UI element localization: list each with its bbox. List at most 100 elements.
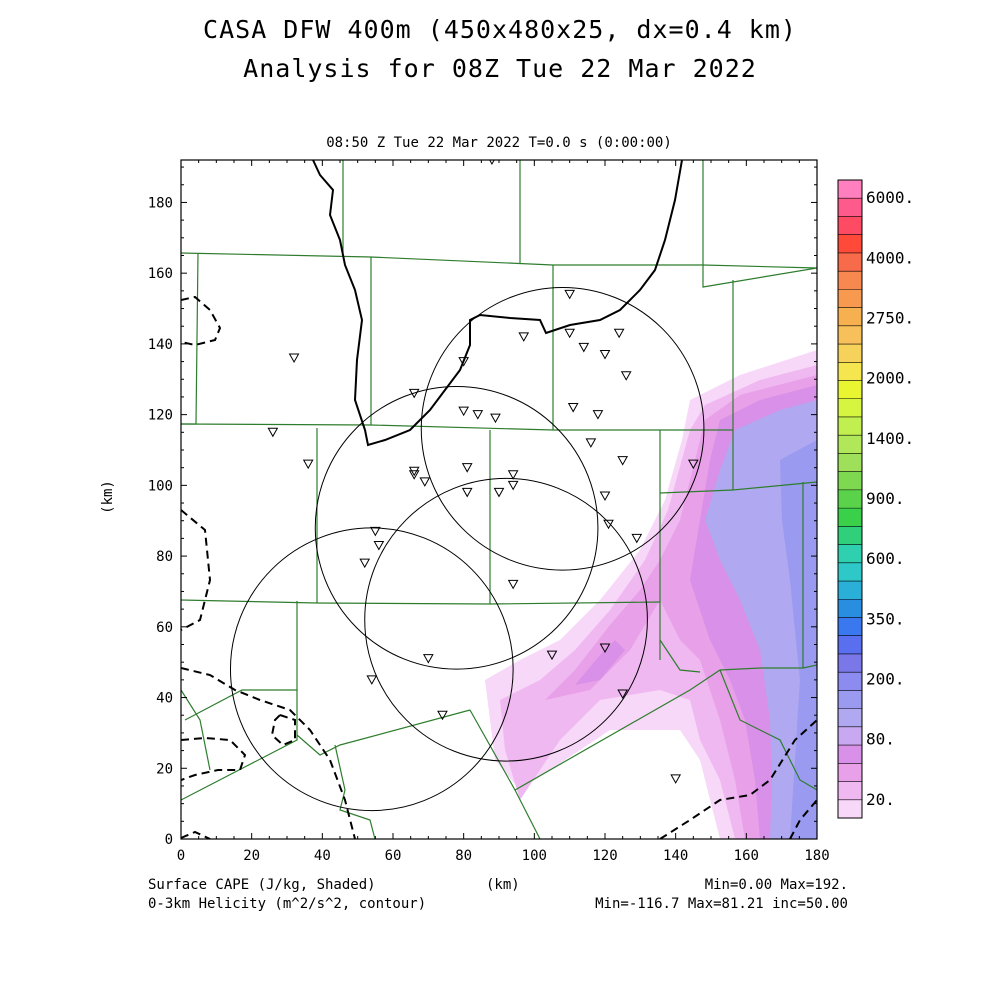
x-tick-label: 60 [385, 848, 402, 864]
colorbar-swatch [838, 799, 862, 819]
station-marker [422, 654, 434, 664]
contour-field-label: 0-3km Helicity (m^2/s^2, contour) [148, 896, 427, 912]
colorbar-swatch [838, 216, 862, 236]
station-marker [493, 487, 505, 498]
colorbar-swatch [838, 672, 862, 691]
colorbar-label: 900. [866, 489, 905, 508]
contour-field-stats: Min=-116.7 Max=81.21 inc=50.00 [595, 896, 848, 912]
colorbar-swatch [838, 508, 862, 527]
x-tick-label: 40 [314, 848, 331, 864]
colorbar-swatch [838, 690, 862, 710]
y-tick-label: 140 [148, 337, 173, 353]
station-marker [507, 470, 519, 480]
colorbar-swatch [838, 763, 862, 783]
colorbar-swatch [838, 198, 862, 217]
x-tick-label: 0 [177, 848, 185, 864]
station-marker [408, 388, 420, 399]
station-marker [564, 289, 576, 300]
station-marker [585, 438, 597, 448]
radar-ring-4 [229, 527, 514, 812]
station-marker [670, 774, 682, 784]
cape-region-blue [780, 440, 817, 839]
colorbar-label: 350. [866, 609, 905, 628]
station-marker [507, 579, 519, 590]
station-marker [267, 427, 279, 438]
y-tick-label: 120 [148, 408, 173, 424]
colorbar-swatch [838, 599, 862, 618]
colorbar-swatch [838, 526, 862, 546]
station-marker [599, 643, 611, 654]
map-title: CASA DFW 400m (450x480x25, dx=0.4 km) [203, 15, 797, 44]
colorbar: 6000. 4000. 2750. 2000. 1400. 900. 600. 350. 200… [837, 179, 914, 819]
radar-ring-3 [364, 477, 648, 762]
x-tick-label: 100 [522, 848, 547, 864]
radar-ring-1 [420, 286, 705, 571]
station-marker [687, 459, 699, 470]
x-axis-label: (km) [486, 877, 520, 893]
colorbar-swatch [838, 562, 862, 582]
station-marker [359, 558, 371, 569]
helicity-zero-contour [312, 160, 683, 447]
shaded-field-stats: Min=0.00 Max=192. [704, 877, 848, 893]
shaded-field-label: Surface CAPE (J/kg, Shaded) [148, 877, 376, 893]
colorbar-swatch [838, 234, 862, 254]
colorbar-swatch [838, 252, 862, 272]
station-marker [490, 413, 501, 424]
colorbar-swatch [838, 344, 862, 363]
observation-stations [267, 160, 699, 784]
county-boundaries [181, 160, 817, 839]
x-tick-label: 20 [243, 848, 260, 864]
colorbar-label: 200. [866, 669, 905, 688]
station-marker [592, 410, 604, 420]
colorbar-label: 1400. [866, 429, 914, 448]
x-tick-label: 160 [734, 848, 759, 864]
colorbar-label: 20. [866, 790, 895, 809]
colorbar-label: 4000. [866, 248, 914, 267]
colorbar-swatch [838, 581, 862, 600]
map-subtitle: Analysis for 08Z Tue 22 Mar 2022 [243, 54, 757, 83]
station-marker [419, 477, 431, 487]
station-marker [437, 710, 448, 721]
colorbar-swatch [838, 271, 862, 290]
colorbar-swatch [838, 307, 862, 327]
radar-ring-2 [314, 385, 599, 670]
station-marker [631, 533, 643, 544]
station-marker [567, 403, 579, 413]
cape-shading [485, 350, 817, 839]
station-marker [603, 519, 614, 530]
station-marker [507, 480, 519, 491]
colorbar-label: 80. [866, 730, 895, 749]
station-marker [564, 328, 576, 339]
colorbar-frame [837, 179, 863, 819]
y-tick-label: 20 [156, 761, 173, 777]
colorbar-label: 600. [866, 549, 905, 568]
colorbar-swatch [838, 398, 862, 418]
station-marker [546, 650, 558, 661]
station-marker [458, 357, 470, 367]
colorbar-swatch [838, 653, 862, 673]
y-tick-label: 0 [165, 832, 173, 848]
colorbar-swatch [838, 489, 862, 509]
station-marker [617, 689, 629, 700]
x-tick-label: 80 [455, 848, 472, 864]
colorbar-swatch [838, 289, 862, 309]
station-marker [518, 332, 530, 342]
y-tick-label: 160 [148, 266, 173, 282]
station-marker [578, 342, 590, 353]
colorbar-swatch [838, 745, 862, 764]
colorbar-swatch [838, 708, 862, 728]
station-marker [373, 540, 385, 551]
colorbar-swatch [838, 380, 862, 400]
colorbar-swatch [838, 453, 862, 473]
colorbar-swatch [838, 471, 862, 491]
station-marker [472, 410, 484, 420]
station-marker [620, 371, 632, 381]
colorbar-swatch [838, 325, 862, 345]
colorbar-swatch [838, 362, 862, 382]
radar-range-rings [229, 286, 705, 812]
colorbar-swatch [838, 416, 862, 436]
colorbar-swatch [838, 726, 862, 746]
colorbar-label: 2750. [866, 309, 914, 328]
station-marker [458, 406, 470, 417]
